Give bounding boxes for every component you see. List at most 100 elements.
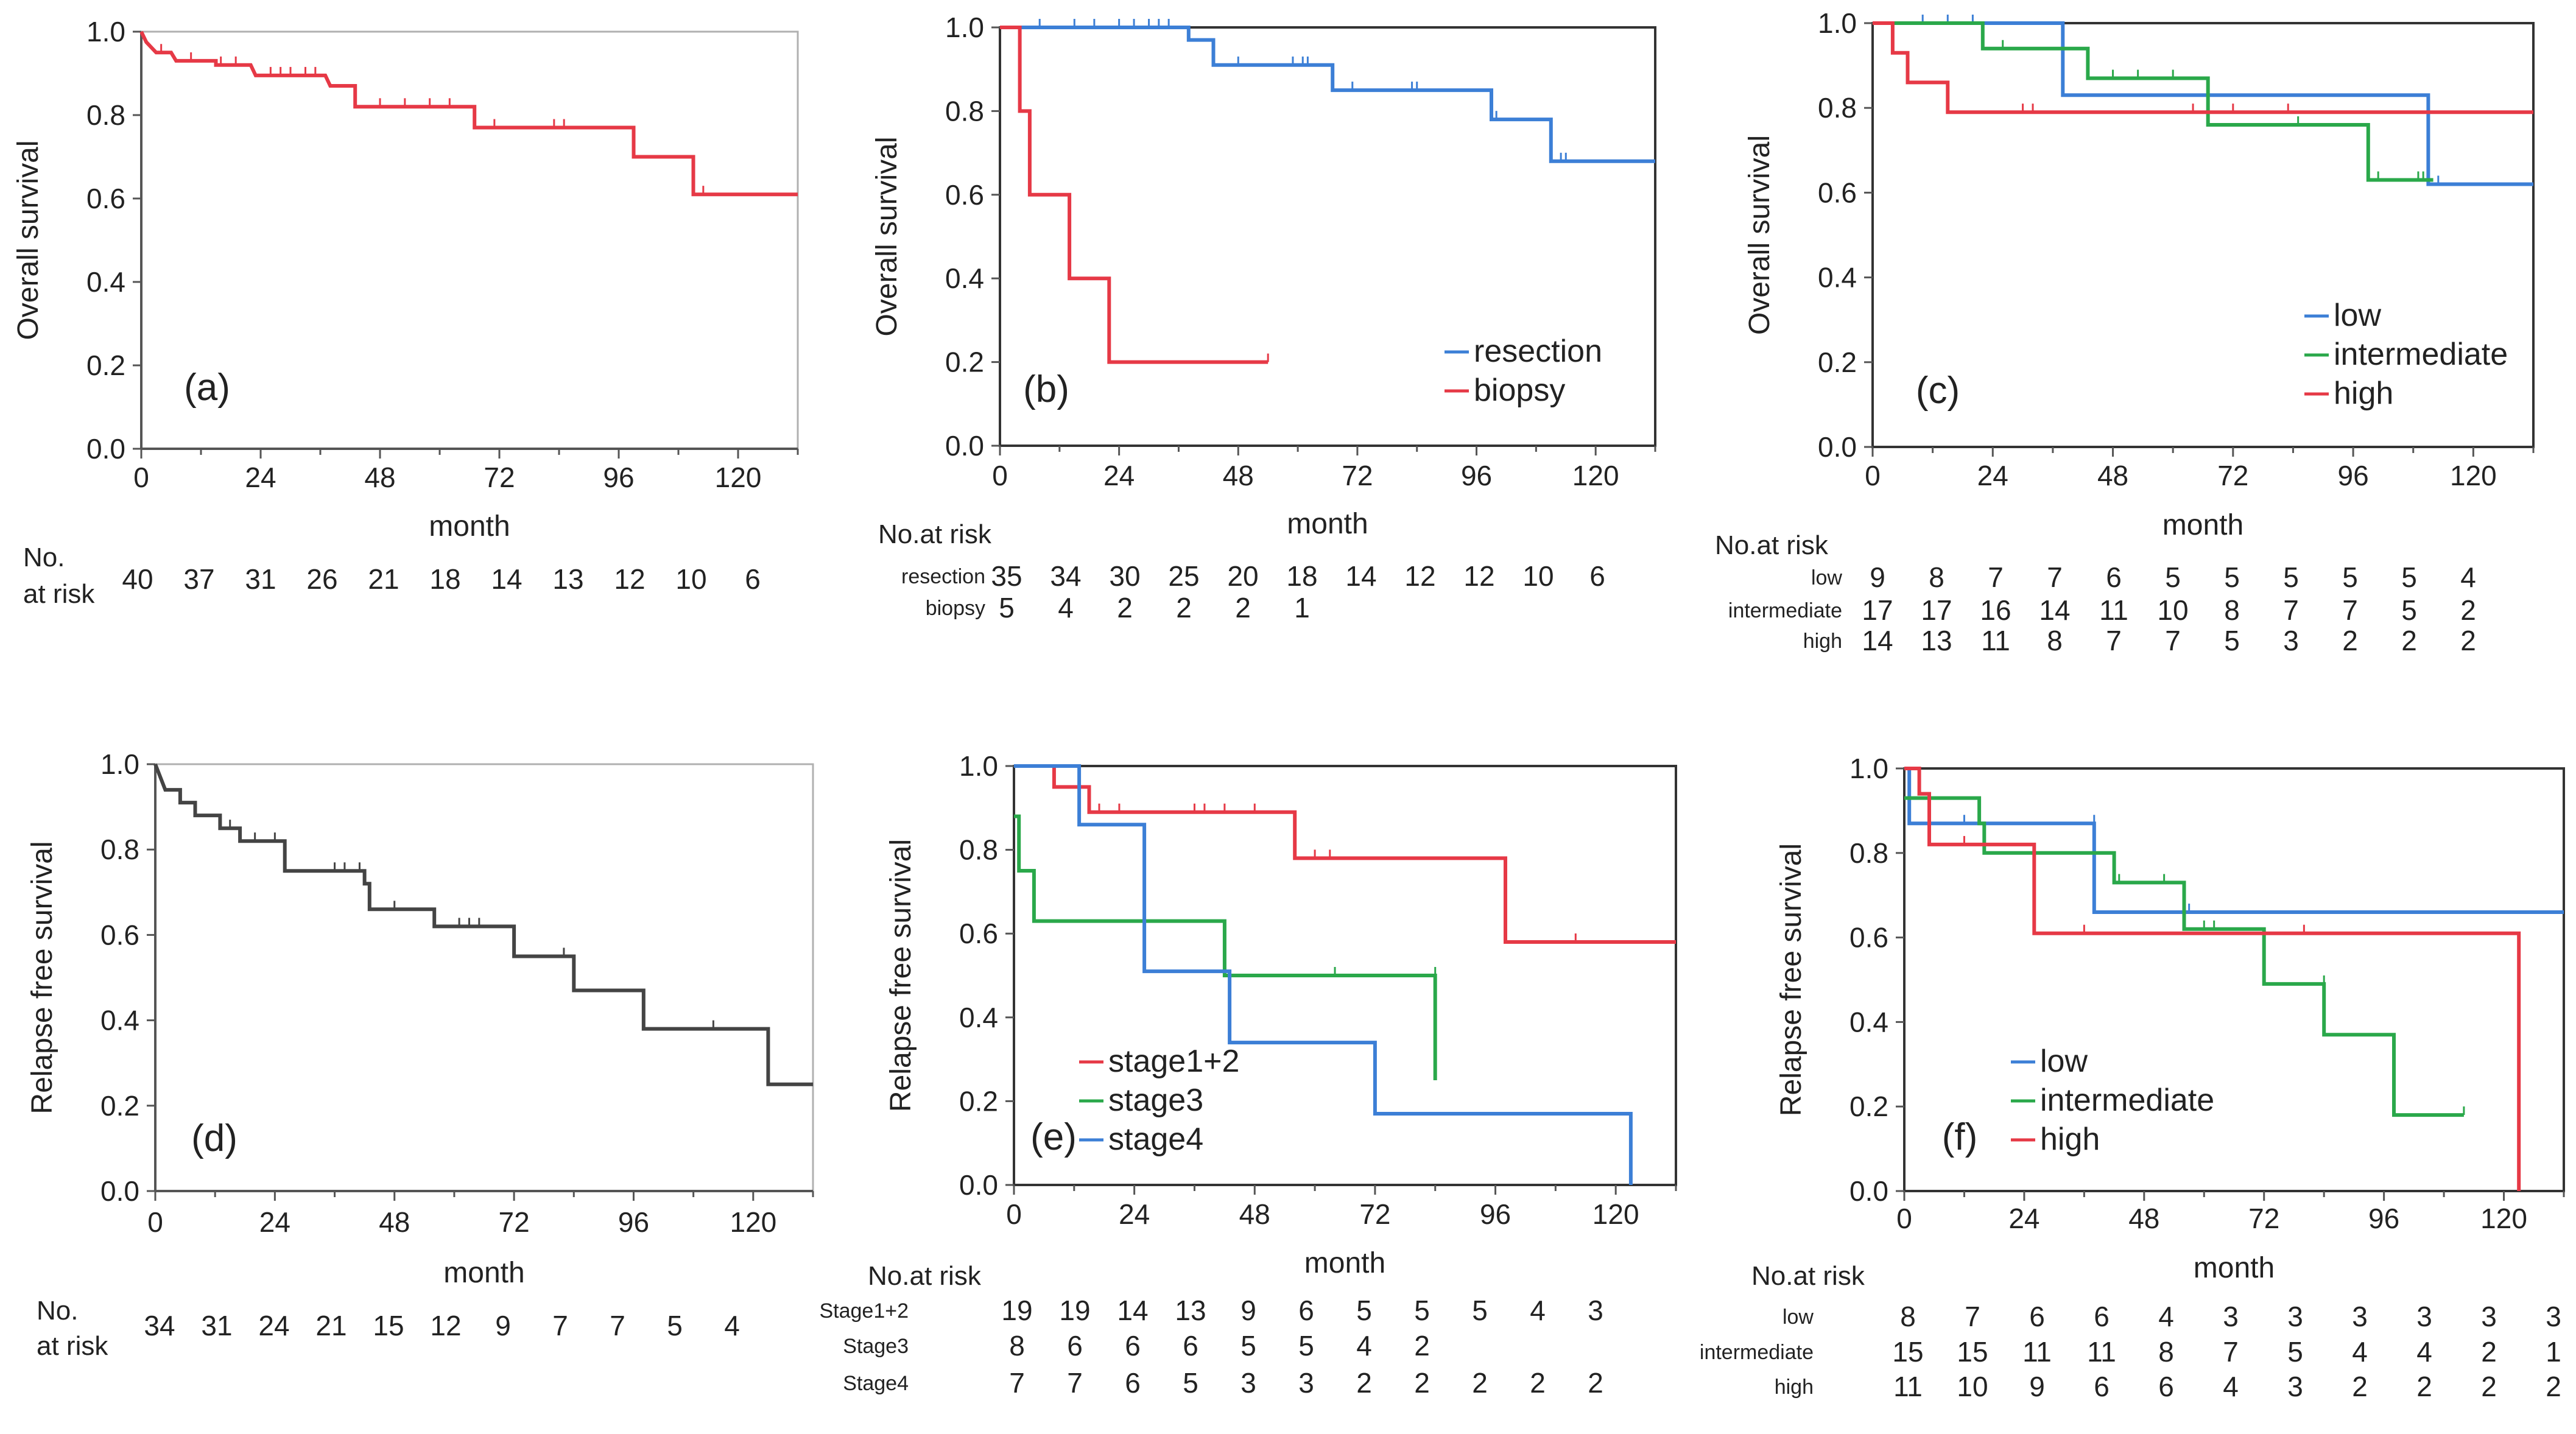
at-risk-value: 14 [491, 563, 522, 595]
at-risk-value: 13 [1175, 1295, 1206, 1326]
at-risk-value: 9 [495, 1310, 511, 1341]
at-risk-value: 17 [1921, 594, 1952, 626]
at-risk-value: 10 [1957, 1371, 1988, 1402]
at-risk-value: 6 [1125, 1367, 1141, 1399]
x-tick-label: 72 [2217, 460, 2248, 491]
at-risk-value: 2 [2481, 1336, 2497, 1368]
x-tick-label: 48 [2097, 460, 2128, 491]
at-risk-value: 5 [2287, 1336, 2303, 1368]
x-tick-label: 0 [147, 1206, 163, 1238]
at-risk-header: at risk [37, 1331, 108, 1361]
series-line-stage4 [1014, 764, 1633, 1185]
x-tick-label: 0 [133, 462, 149, 493]
at-risk-value: 9 [1870, 561, 1885, 593]
x-tick-label: 24 [245, 462, 276, 493]
panel-e: 0.00.20.40.60.81.00 24 48 72 96 120monthRelap… [819, 750, 1677, 1399]
plot-frame [154, 763, 814, 1192]
at-risk-value: 4 [2352, 1336, 2368, 1368]
y-tick-label: 0.0 [1849, 1175, 1888, 1207]
series-line-stage1+2 [1014, 764, 1676, 944]
at-risk-value: 7 [2165, 625, 2181, 656]
at-risk-value: 8 [2158, 1336, 2174, 1368]
at-risk-value: 3 [1298, 1367, 1314, 1399]
y-tick-label: 0.8 [945, 95, 984, 127]
y-axis-label: Overall survival [1744, 135, 1776, 335]
x-tick-label: 72 [2248, 1203, 2279, 1234]
y-tick-label: 0.4 [1818, 262, 1857, 293]
at-risk-value: 6 [1589, 560, 1605, 592]
at-risk-header: at risk [23, 579, 95, 609]
x-tick-label: 120 [715, 462, 762, 493]
series-line-high [1873, 21, 2533, 114]
at-risk-value: 10 [675, 563, 706, 595]
y-tick-label: 0.6 [1849, 922, 1888, 954]
at-risk-value: 12 [1404, 560, 1435, 592]
at-risk-value: 4 [2158, 1301, 2174, 1332]
y-tick-label: 0.6 [86, 183, 125, 214]
y-tick-label: 0.8 [100, 834, 139, 865]
y-tick-label: 0.8 [1849, 837, 1888, 869]
panel-label: (e) [1030, 1116, 1077, 1158]
at-risk-value: 37 [183, 563, 214, 595]
at-risk-value: 15 [1957, 1336, 1988, 1368]
at-risk-row-label: intermediate [1700, 1341, 1814, 1364]
at-risk-value: 9 [1240, 1295, 1256, 1326]
at-risk-value: 2 [1588, 1367, 1603, 1399]
y-tick-label: 0.2 [945, 346, 984, 378]
x-tick-label: 96 [618, 1206, 649, 1238]
at-risk-value: 1 [2546, 1336, 2561, 1368]
at-risk-value: 2 [1414, 1330, 1430, 1362]
x-tick-label: 48 [379, 1206, 410, 1238]
x-tick-label: 96 [1461, 460, 1492, 491]
y-tick-label: 0.0 [100, 1175, 139, 1207]
at-risk-value: 2 [1235, 592, 1251, 624]
at-risk-value: 5 [1183, 1367, 1198, 1399]
plot-frame [1871, 22, 2535, 448]
at-risk-value: 40 [122, 563, 153, 595]
at-risk-header: No.at risk [868, 1261, 982, 1291]
at-risk-value: 13 [552, 563, 583, 595]
legend-label: stage4 [1108, 1122, 1203, 1157]
x-tick-label: 48 [1223, 460, 1254, 491]
at-risk-value: 6 [2094, 1301, 2110, 1332]
at-risk-value: 5 [1356, 1295, 1372, 1326]
at-risk-value: 2 [1117, 592, 1133, 624]
at-risk-value: 6 [2029, 1301, 2045, 1332]
at-risk-value: 2 [2401, 625, 2417, 656]
panel-c: 0.00.20.40.60.81.00 24 48 72 96 120monthOvera… [1715, 7, 2535, 656]
at-risk-value: 11 [2022, 1336, 2052, 1368]
y-tick-label: 1.0 [1818, 7, 1857, 39]
series-line-intermediate [1873, 21, 2433, 182]
at-risk-value: 2 [1472, 1367, 1488, 1399]
x-tick-label: 48 [1239, 1198, 1270, 1230]
at-risk-value: 3 [2416, 1301, 2432, 1332]
panel-a: 0.0 0.2 0.4 0.6 0.8 1.0 0 24 48 72 96 120 month Overa… [12, 16, 799, 609]
at-risk-value: 2 [2416, 1371, 2432, 1402]
at-risk-value: 26 [306, 563, 337, 595]
y-tick-label: 0.0 [1818, 431, 1857, 463]
y-tick-label: 0.2 [86, 350, 125, 381]
y-tick-label: 1.0 [100, 748, 139, 780]
x-tick-label: 96 [2338, 460, 2369, 491]
x-tick-label: 0 [1006, 1198, 1022, 1230]
at-risk-value: 4 [1058, 592, 1074, 624]
at-risk-value: 7 [610, 1310, 625, 1341]
at-risk-value: 8 [2047, 625, 2063, 656]
at-risk-header: No. [23, 543, 65, 572]
x-tick-label: 120 [2450, 460, 2497, 491]
y-axis-label: Relapse free survival [1775, 843, 1807, 1116]
at-risk-value: 12 [614, 563, 645, 595]
at-risk-value: 3 [2546, 1301, 2561, 1332]
y-axis-label: Overall survival [12, 140, 44, 340]
at-risk-value: 2 [2460, 594, 2476, 626]
at-risk-value: 15 [373, 1310, 404, 1341]
at-risk-value: 6 [1067, 1330, 1083, 1362]
at-risk-row-label: Stage3 [843, 1335, 909, 1358]
at-risk-value: 2 [2352, 1371, 2368, 1402]
at-risk-value: 31 [201, 1310, 232, 1341]
at-risk-value: 10 [2157, 594, 2188, 626]
at-risk-value: 7 [1965, 1301, 1980, 1332]
x-tick-label: 24 [259, 1206, 290, 1238]
at-risk-value: 19 [1059, 1295, 1090, 1326]
at-risk-value: 3 [2481, 1301, 2497, 1332]
